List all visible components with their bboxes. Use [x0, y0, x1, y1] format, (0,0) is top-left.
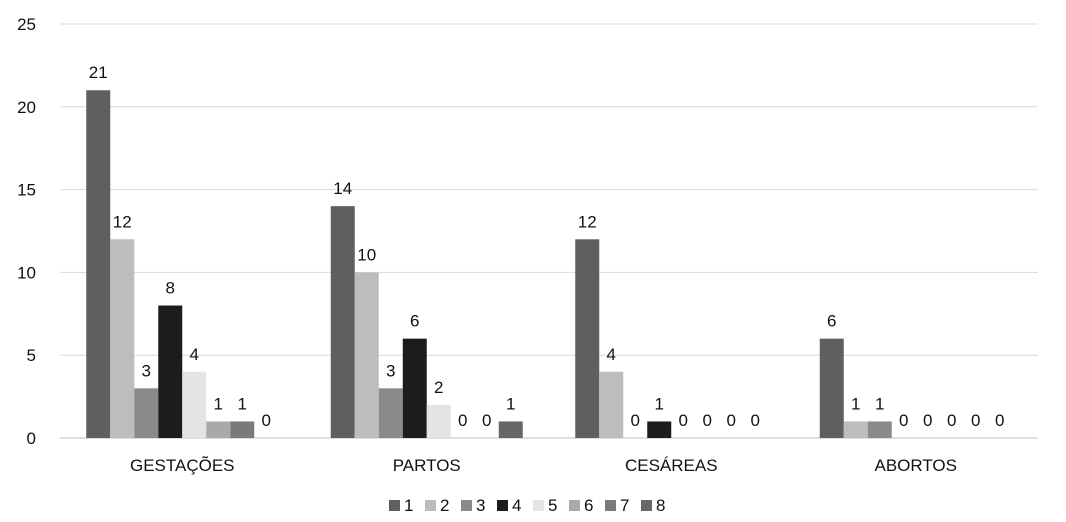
data-label: 0	[458, 411, 467, 430]
legend-swatch	[461, 500, 472, 511]
legend-swatch	[425, 500, 436, 511]
bar-gestações-series-2	[110, 239, 135, 438]
data-label: 4	[607, 345, 616, 364]
data-label: 4	[190, 345, 199, 364]
data-label: 0	[727, 411, 736, 430]
data-label: 1	[851, 394, 860, 413]
data-label: 0	[923, 411, 932, 430]
y-tick-label: 0	[27, 429, 36, 448]
legend-label: 8	[656, 496, 665, 515]
data-label: 1	[214, 394, 223, 413]
legend-label: 6	[584, 496, 593, 515]
y-tick-label: 20	[17, 98, 36, 117]
bar-partos-series-1	[330, 206, 355, 438]
data-label: 21	[89, 63, 108, 82]
bar-partos-series-4	[402, 338, 427, 438]
bar-partos-series-8	[498, 421, 523, 438]
bar-gestações-series-6	[206, 421, 231, 438]
data-label: 0	[995, 411, 1004, 430]
bar-abortos-series-1	[819, 338, 844, 438]
category-label: CESÁREAS	[625, 456, 718, 475]
category-label: ABORTOS	[874, 456, 957, 475]
bar-gestações-series-1	[86, 90, 111, 439]
data-label: 2	[434, 378, 443, 397]
data-label: 1	[506, 394, 515, 413]
y-axis-ticks: 0 5 10 15 20 25	[17, 15, 36, 448]
legend-label: 7	[620, 496, 629, 515]
data-label: 1	[238, 394, 247, 413]
category-label: GESTAÇÕES	[130, 456, 235, 475]
bar-cesáreas-series-1	[575, 239, 600, 438]
legend-swatch	[641, 500, 652, 511]
data-label: 0	[947, 411, 956, 430]
data-label: 12	[578, 212, 597, 231]
bar-partos-series-5	[426, 404, 451, 438]
data-label: 1	[875, 394, 884, 413]
data-label: 3	[386, 361, 395, 380]
category-labels: GESTAÇÕES PARTOS CESÁREAS ABORTOS	[130, 456, 957, 475]
bar-abortos-series-3	[867, 421, 892, 438]
legend-label: 4	[512, 496, 521, 515]
bars	[86, 90, 892, 439]
legend: 1 2 3 4 5 6 7 8	[389, 496, 665, 515]
legend-swatch	[605, 500, 616, 511]
bar-gestações-series-3	[134, 388, 159, 438]
data-label: 0	[262, 411, 271, 430]
data-label: 0	[751, 411, 760, 430]
legend-label: 3	[476, 496, 485, 515]
data-label: 0	[482, 411, 491, 430]
data-label: 10	[357, 245, 376, 264]
bar-gestações-series-4	[158, 305, 183, 438]
gridlines	[60, 23, 1038, 439]
data-label: 12	[113, 212, 132, 231]
data-label: 3	[142, 361, 151, 380]
category-label: PARTOS	[393, 456, 461, 475]
y-tick-label: 15	[17, 181, 36, 200]
legend-label: 5	[548, 496, 557, 515]
legend-label: 2	[440, 496, 449, 515]
data-label: 8	[166, 279, 175, 298]
data-label: 0	[679, 411, 688, 430]
data-label: 1	[655, 394, 664, 413]
y-tick-label: 5	[27, 346, 36, 365]
data-label: 14	[333, 179, 352, 198]
data-label: 6	[827, 312, 836, 331]
bar-cesáreas-series-2	[599, 371, 624, 438]
bar-abortos-series-2	[843, 421, 868, 438]
bar-partos-series-3	[378, 388, 403, 438]
legend-label: 1	[404, 496, 413, 515]
bar-gestações-series-7	[230, 421, 255, 438]
legend-swatch	[569, 500, 580, 511]
bar-partos-series-2	[354, 272, 379, 438]
y-tick-label: 25	[17, 15, 36, 34]
legend-swatch	[533, 500, 544, 511]
data-label: 6	[410, 312, 419, 331]
data-label: 0	[631, 411, 640, 430]
data-label: 0	[971, 411, 980, 430]
bar-gestações-series-5	[182, 371, 207, 438]
data-label: 0	[703, 411, 712, 430]
data-label: 0	[899, 411, 908, 430]
bar-cesáreas-series-4	[647, 421, 672, 438]
legend-swatch	[497, 500, 508, 511]
y-tick-label: 10	[17, 263, 36, 282]
legend-swatch	[389, 500, 400, 511]
